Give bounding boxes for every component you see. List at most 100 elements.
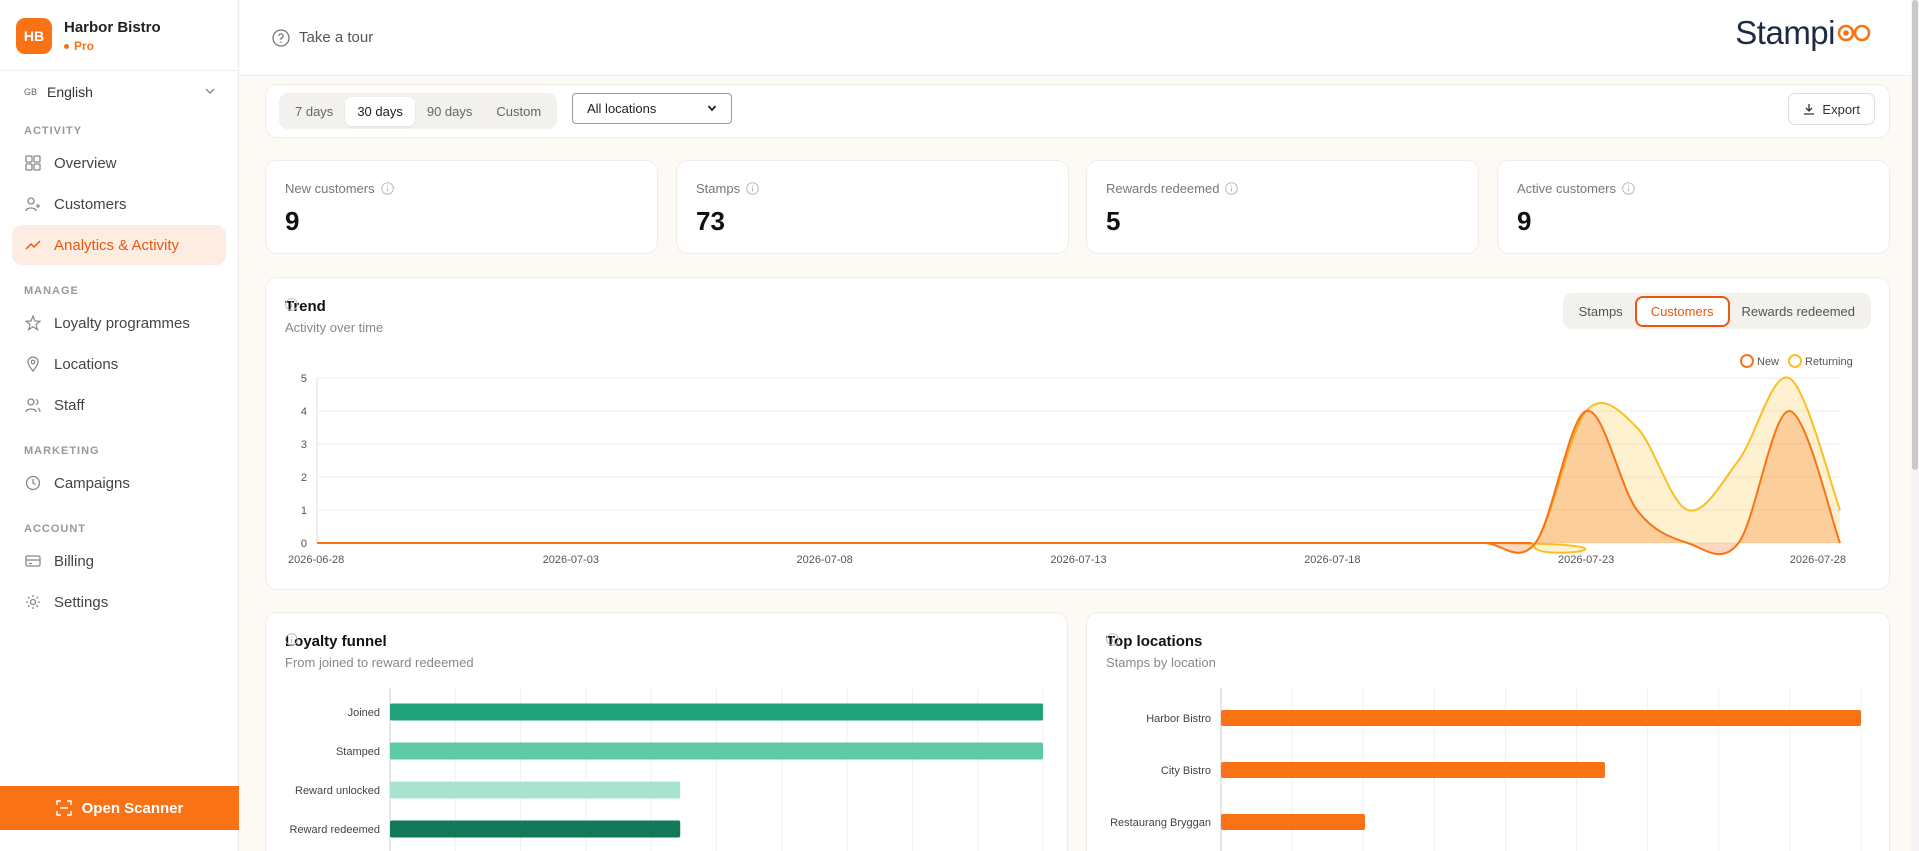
sidebar-item-label: Billing	[54, 552, 95, 570]
top-header: Take a tour Stampi	[240, 0, 1919, 76]
sidebar-item-staff[interactable]: Staff	[12, 385, 226, 425]
tab-stamps[interactable]: Stamps	[1578, 303, 1623, 319]
take-a-tour-link[interactable]: Take a tour	[272, 28, 373, 47]
x-tick-label: 2026-07-28	[1790, 554, 1846, 566]
legend-label: New	[1757, 356, 1779, 368]
sidebar-item-label: Analytics & Activity	[54, 236, 180, 254]
info-icon[interactable]	[1225, 182, 1239, 195]
tab-rewards-redeemed[interactable]: Rewards redeemed	[1741, 303, 1855, 319]
range-90-days[interactable]: 90 days	[426, 103, 473, 119]
range-30-days[interactable]: 30 days	[345, 96, 415, 126]
category-label: Stamped	[336, 746, 380, 758]
x-tick-label: 2026-07-08	[797, 554, 853, 566]
legend-marker-new	[1740, 354, 1754, 368]
kpi-value: 9	[1517, 206, 1532, 236]
export-label: Export	[1822, 101, 1860, 117]
help-circle-icon	[272, 28, 290, 47]
trend-card: 0 1 2 3 4 5 2026-06-28 2026-07-03 2026-07-08 2026…	[265, 277, 1890, 590]
kpi-label: Rewards redeemed	[1106, 181, 1220, 196]
legend-marker-returning	[1788, 354, 1802, 368]
kpi-stamps: Stamps 73	[676, 160, 1069, 254]
sidebar-item-loyalty[interactable]: Loyalty programmes	[12, 303, 226, 343]
y-tick-label: 3	[301, 439, 307, 451]
scan-icon	[55, 800, 72, 816]
sidebar-item-overview[interactable]: Overview	[12, 143, 226, 183]
kpi-rewards-redeemed: Rewards redeemed 5	[1086, 160, 1479, 254]
bar	[390, 781, 681, 799]
stampi-logo[interactable]: Stampi	[1735, 14, 1871, 52]
kpi-value: 9	[285, 206, 300, 236]
kpi-label: Active customers	[1517, 181, 1616, 196]
sidebar-item-label: Loyalty programmes	[54, 314, 190, 332]
section-manage: MANAGE	[24, 285, 79, 297]
x-tick-label: 2026-07-13	[1050, 554, 1106, 566]
bar	[1221, 814, 1365, 830]
sidebar-item-settings[interactable]: Settings	[12, 582, 226, 622]
x-tick-label: 2026-07-03	[543, 554, 599, 566]
grid-icon	[24, 154, 42, 172]
y-tick-label: 2	[301, 472, 307, 484]
open-scanner-label: Open Scanner	[81, 799, 184, 817]
category-label: City Bistro	[1161, 765, 1211, 777]
section-activity: ACTIVITY	[24, 125, 83, 137]
section-account: ACCOUNT	[24, 523, 86, 535]
sidebar-item-campaigns[interactable]: Campaigns	[12, 463, 226, 503]
sidebar: HB Harbor Bistro Pro GB English ACTIVITY…	[0, 0, 239, 851]
section-marketing: MARKETING	[24, 445, 100, 457]
trend-metric-tabs: Stamps Customers Rewards redeemed	[1562, 293, 1871, 329]
plan-badge: Pro	[64, 39, 161, 53]
sidebar-item-locations[interactable]: Locations	[12, 344, 226, 384]
trend-chart: 0 1 2 3 4 5 2026-06-28 2026-07-03 2026-07-08 2026…	[288, 354, 1853, 566]
bar	[390, 742, 1043, 760]
category-label: Restaurang Bryggan	[1110, 817, 1211, 829]
sidebar-item-analytics[interactable]: Analytics & Activity	[12, 225, 226, 265]
language-select[interactable]: GB English	[0, 71, 238, 113]
top-locations-chart: Harbor Bistro City Bistro Restaurang Brygg…	[1110, 688, 1862, 851]
top-locations-subtitle: Stamps by location	[1106, 655, 1216, 670]
credit-card-icon	[24, 552, 42, 570]
page-scrollbar[interactable]	[1911, 0, 1919, 851]
user-plus-icon	[24, 195, 42, 213]
users-icon	[24, 396, 42, 414]
y-tick-label: 5	[301, 373, 307, 385]
y-tick-label: 0	[301, 538, 307, 550]
clock-icon	[24, 474, 42, 492]
gear-icon	[24, 593, 42, 611]
category-label: Reward unlocked	[295, 785, 380, 797]
legend-label: Returning	[1805, 356, 1853, 368]
kpi-new-customers: New customers 9	[265, 160, 658, 254]
star-icon	[24, 314, 42, 332]
top-locations-title: Top locations	[1106, 633, 1203, 650]
sidebar-item-label: Campaigns	[54, 474, 130, 492]
chevron-down-icon	[707, 101, 717, 116]
bar	[1221, 710, 1861, 726]
open-scanner-button[interactable]: Open Scanner	[0, 786, 239, 830]
x-tick-label: 2026-06-28	[288, 554, 344, 566]
series-area-returning	[317, 377, 1840, 553]
location-select[interactable]: All locations	[572, 93, 732, 124]
sidebar-item-label: Settings	[54, 593, 109, 611]
category-label: Harbor Bistro	[1146, 713, 1211, 725]
range-7-days[interactable]: 7 days	[295, 103, 334, 119]
brand-block[interactable]: HB Harbor Bistro Pro	[0, 0, 238, 71]
sidebar-item-billing[interactable]: Billing	[12, 541, 226, 581]
category-label: Joined	[348, 707, 380, 719]
info-icon[interactable]	[746, 182, 759, 195]
scrollbar-thumb[interactable]	[1912, 0, 1918, 470]
tab-customers[interactable]: Customers	[1634, 295, 1730, 327]
bar	[1221, 762, 1605, 778]
series-line-new	[316, 409, 1841, 555]
top-locations-card: Harbor Bistro City Bistro Restaurang Brygg…	[1086, 612, 1890, 851]
brand-avatar: HB	[16, 18, 52, 54]
sidebar-item-label: Overview	[54, 154, 117, 172]
info-icon[interactable]	[1622, 182, 1635, 195]
plan-dot-icon	[64, 43, 69, 49]
funnel-subtitle: From joined to reward redeemed	[285, 655, 474, 670]
brand-name: Harbor Bistro	[64, 19, 161, 36]
range-custom[interactable]: Custom	[496, 103, 542, 119]
sidebar-item-customers[interactable]: Customers	[12, 184, 226, 224]
filter-bar: 7 days 30 days 90 days Custom All locati…	[265, 84, 1890, 138]
export-button[interactable]: Export	[1788, 93, 1875, 125]
sidebar-item-label: Locations	[54, 355, 119, 373]
info-icon[interactable]	[380, 182, 394, 195]
